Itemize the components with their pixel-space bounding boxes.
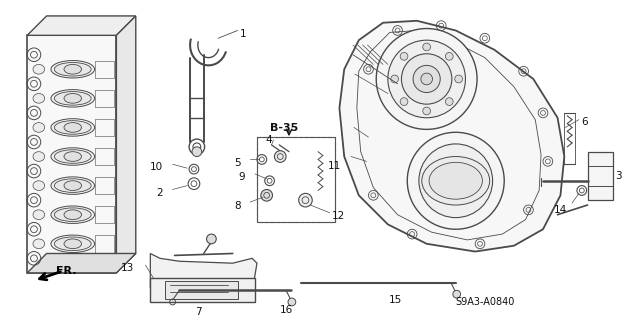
Text: 15: 15 (389, 295, 403, 305)
Circle shape (445, 52, 453, 60)
Circle shape (401, 54, 452, 104)
Circle shape (400, 52, 408, 60)
Ellipse shape (54, 179, 91, 192)
Text: 14: 14 (554, 205, 567, 215)
Bar (150, 278, 255, 302)
Ellipse shape (33, 210, 45, 219)
Text: 16: 16 (280, 305, 292, 315)
Circle shape (275, 151, 286, 162)
Ellipse shape (51, 177, 95, 194)
Circle shape (192, 147, 202, 157)
Text: 8: 8 (234, 201, 241, 211)
Bar (588, 152, 613, 200)
Circle shape (299, 193, 312, 207)
Ellipse shape (64, 210, 81, 219)
Polygon shape (27, 35, 116, 273)
Ellipse shape (51, 61, 95, 78)
Text: 1: 1 (239, 28, 246, 39)
Ellipse shape (54, 121, 91, 134)
Circle shape (455, 75, 463, 83)
Circle shape (288, 298, 296, 306)
Polygon shape (339, 21, 564, 252)
Circle shape (419, 144, 493, 218)
Bar (165, 281, 237, 299)
Text: 6: 6 (581, 117, 588, 127)
Circle shape (445, 98, 453, 106)
Ellipse shape (51, 119, 95, 136)
Ellipse shape (33, 64, 45, 74)
Text: 4: 4 (266, 135, 273, 145)
Circle shape (207, 234, 216, 244)
Circle shape (423, 107, 431, 115)
Circle shape (433, 158, 479, 204)
Ellipse shape (54, 63, 91, 76)
Text: 9: 9 (239, 172, 245, 182)
Ellipse shape (54, 208, 91, 221)
Ellipse shape (33, 93, 45, 103)
Text: 10: 10 (150, 162, 163, 172)
Text: FR.: FR. (56, 266, 77, 276)
Ellipse shape (54, 92, 91, 105)
Text: 12: 12 (332, 211, 345, 221)
Text: B-35: B-35 (269, 122, 298, 133)
Text: S9A3-A0840: S9A3-A0840 (456, 297, 515, 307)
Circle shape (376, 28, 477, 130)
Circle shape (421, 73, 433, 85)
Ellipse shape (51, 206, 95, 223)
Text: 7: 7 (195, 307, 202, 317)
Ellipse shape (33, 239, 45, 249)
Ellipse shape (64, 122, 81, 132)
Ellipse shape (422, 157, 490, 205)
Circle shape (400, 98, 408, 106)
Circle shape (446, 171, 465, 190)
Ellipse shape (54, 150, 91, 163)
Polygon shape (27, 16, 136, 35)
Ellipse shape (429, 162, 483, 199)
Ellipse shape (33, 122, 45, 132)
Ellipse shape (33, 181, 45, 190)
Circle shape (453, 290, 461, 298)
Ellipse shape (64, 152, 81, 161)
Ellipse shape (64, 239, 81, 249)
Ellipse shape (54, 237, 91, 251)
Circle shape (407, 132, 504, 229)
Text: 5: 5 (234, 159, 241, 168)
Ellipse shape (51, 148, 95, 165)
Circle shape (413, 65, 440, 93)
Polygon shape (116, 16, 136, 273)
Ellipse shape (64, 93, 81, 103)
Circle shape (391, 75, 399, 83)
Ellipse shape (51, 90, 95, 107)
Polygon shape (150, 254, 257, 302)
Text: 3: 3 (615, 171, 621, 181)
Ellipse shape (64, 181, 81, 190)
Text: 2: 2 (156, 188, 163, 197)
Ellipse shape (64, 64, 81, 74)
Polygon shape (27, 254, 136, 273)
Ellipse shape (33, 152, 45, 161)
Ellipse shape (51, 235, 95, 253)
Text: 11: 11 (328, 161, 341, 171)
Bar (257, 137, 335, 222)
Circle shape (261, 189, 273, 201)
Text: 13: 13 (120, 263, 134, 273)
Bar (257, 137, 335, 222)
Circle shape (388, 40, 465, 118)
Circle shape (423, 43, 431, 51)
